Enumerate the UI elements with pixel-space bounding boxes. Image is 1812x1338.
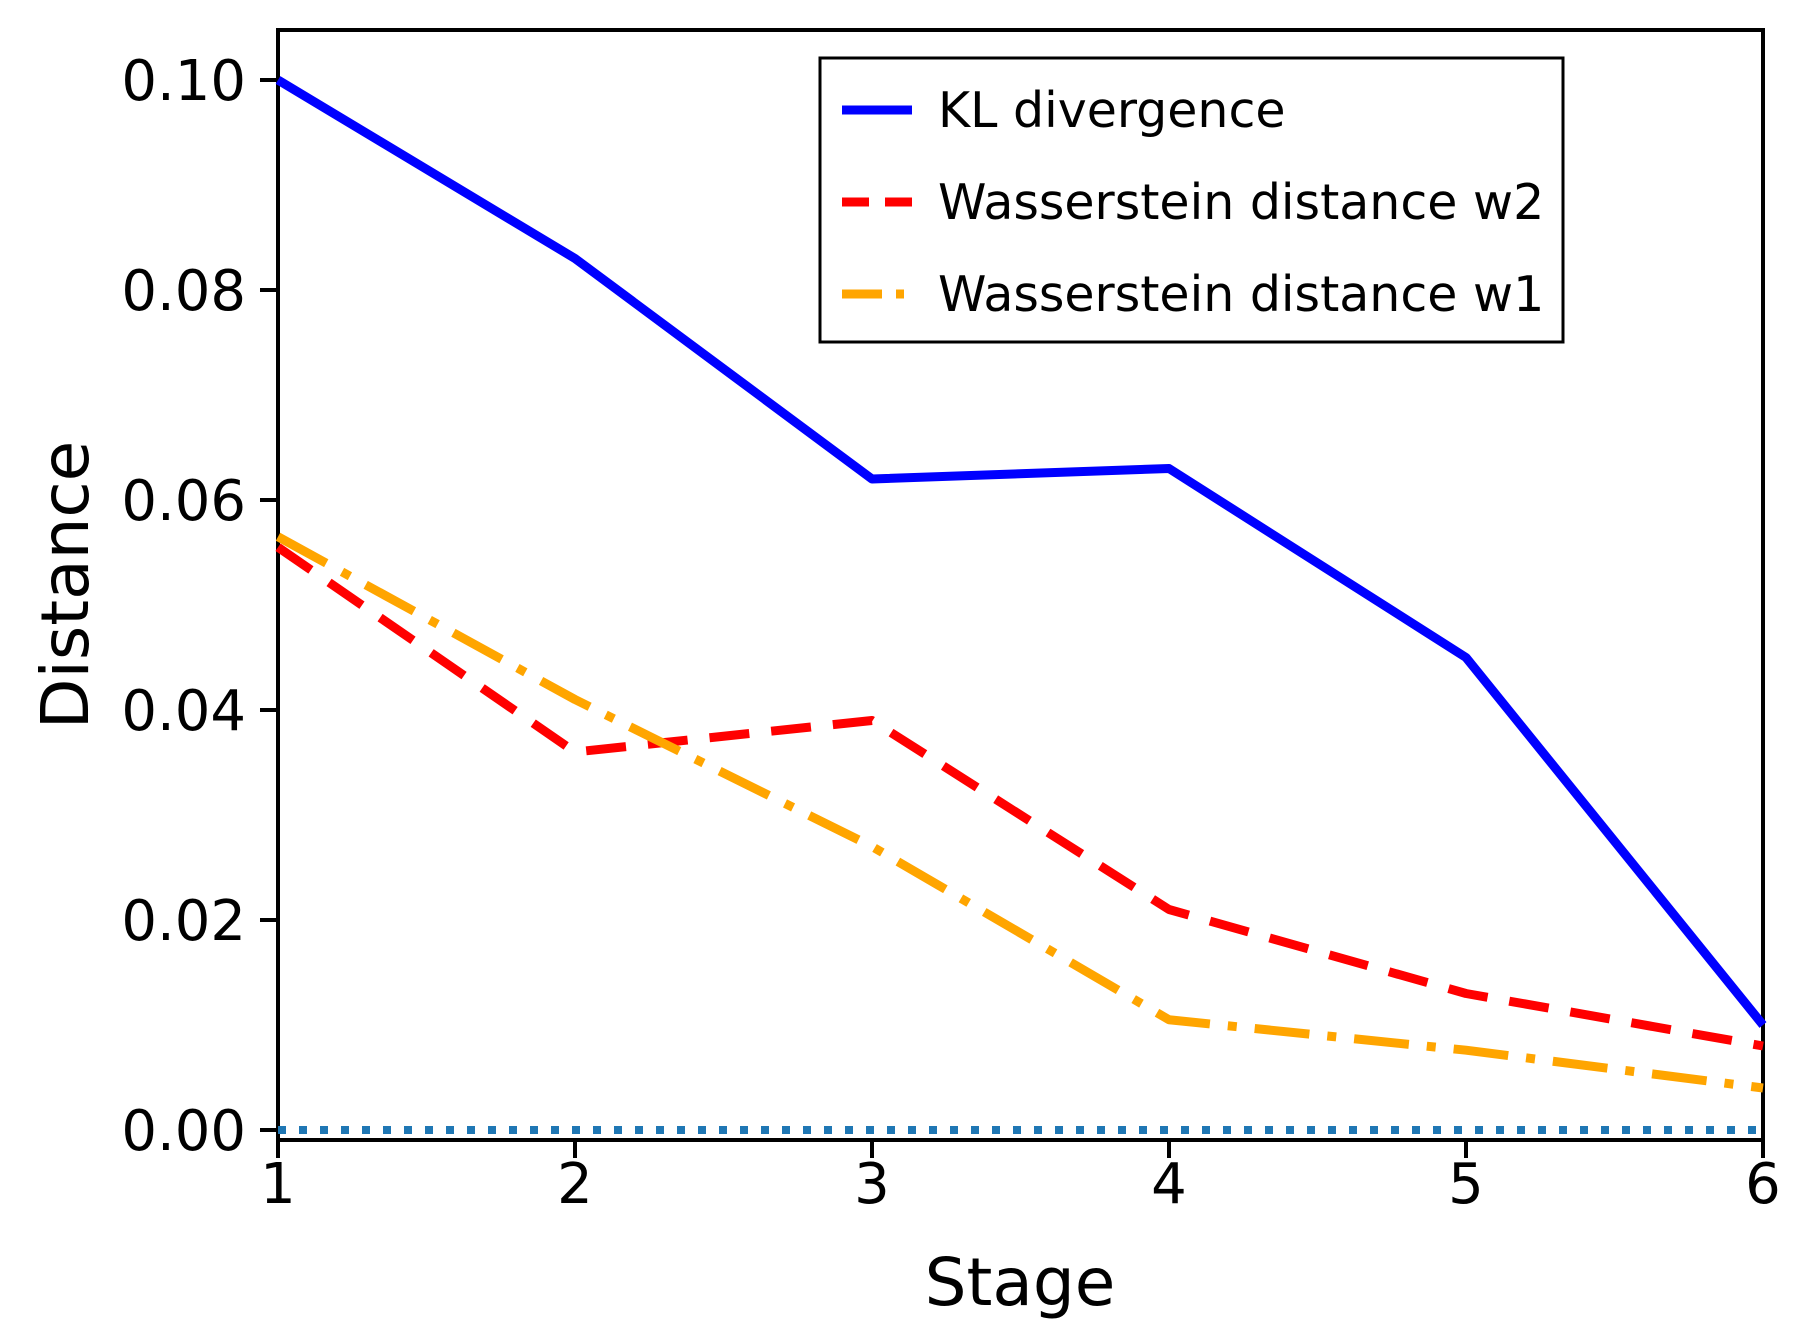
y-tick-label: 0.10: [121, 49, 246, 114]
legend-label-wasserstein-w1: Wasserstein distance w1: [938, 266, 1544, 323]
x-tick-label: 1: [260, 1152, 296, 1217]
x-tick-label: 5: [1448, 1152, 1484, 1217]
legend-item-wasserstein-w2: Wasserstein distance w2: [842, 174, 1544, 231]
y-tick-label: 0.08: [121, 259, 246, 324]
x-tick-label: 6: [1745, 1152, 1781, 1217]
y-tick-label: 0.00: [121, 1099, 246, 1164]
legend: KL divergence Wasserstein distance w2 Wass…: [818, 56, 1565, 344]
y-axis-ticks: 0.00 0.02 0.04 0.06 0.08 0.10: [121, 49, 278, 1164]
legend-item-kl-divergence: KL divergence: [842, 82, 1286, 139]
kl-divergence-line: [275, 76, 1767, 1028]
y-tick-label: 0.06: [121, 469, 246, 534]
series-lines: [275, 76, 1767, 1093]
x-tick-label: 2: [557, 1152, 593, 1217]
legend-box: [818, 56, 1565, 344]
legend-label-kl-divergence: KL divergence: [938, 82, 1286, 139]
x-axis-ticks: 1 2 3 4 5 6: [260, 1140, 1781, 1217]
legend-item-wasserstein-w1: Wasserstein distance w1: [842, 266, 1544, 323]
legend-label-wasserstein-w2: Wasserstein distance w2: [938, 174, 1544, 231]
y-tick-label: 0.02: [121, 889, 246, 954]
y-axis-label: Distance: [27, 441, 104, 730]
x-tick-label: 3: [854, 1152, 890, 1217]
x-axis-label: Stage: [925, 1244, 1116, 1321]
plot-area-border: [276, 28, 1765, 1142]
wasserstein-w2-line: [275, 543, 1764, 1051]
x-tick-label: 4: [1151, 1152, 1187, 1217]
wasserstein-w1-line: [275, 532, 1764, 1093]
y-tick-label: 0.04: [121, 679, 246, 744]
